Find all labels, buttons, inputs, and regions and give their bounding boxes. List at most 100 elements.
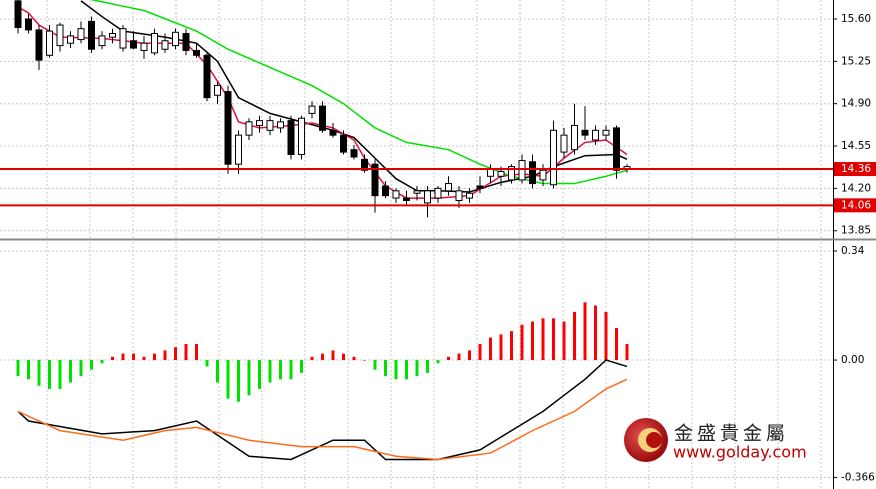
histogram-bar (174, 347, 177, 361)
histogram-bar (79, 360, 83, 377)
candle-body (550, 129, 557, 186)
histogram-bar (552, 318, 555, 361)
histogram-bar (394, 360, 398, 380)
y-tick-label: 15.60 (841, 13, 871, 25)
candle-body (413, 190, 421, 194)
histogram-bar (279, 360, 282, 380)
histogram-bar (405, 360, 408, 380)
histogram-bar (289, 360, 293, 380)
histogram-bar (384, 360, 387, 377)
candle-body (46, 30, 53, 56)
candle-body (224, 91, 232, 165)
candle-body (592, 129, 599, 141)
histogram-bar (594, 305, 597, 361)
candle-body (266, 120, 274, 131)
histogram-bar (489, 337, 492, 361)
level-label: 14.06 (841, 199, 871, 211)
y-tick-label: 13.85 (841, 225, 871, 237)
candle-body (350, 149, 358, 158)
histogram-bar (363, 360, 366, 361)
histogram-bar (310, 356, 314, 361)
y-tick-label: 14.55 (841, 140, 871, 152)
candle-body (77, 28, 85, 41)
candle-body (613, 127, 620, 171)
level-label-box (834, 198, 876, 213)
candle-body (476, 185, 484, 189)
histogram-bar (478, 344, 482, 361)
indicator-line (17, 359, 628, 461)
y-tick-label: 0.00 (841, 354, 864, 366)
histogram-bar (447, 356, 450, 361)
candle-body (382, 185, 389, 197)
histogram-bar (520, 324, 524, 361)
indicator-line (17, 378, 628, 461)
candle-body (277, 121, 284, 129)
histogram-bar (268, 360, 272, 383)
histogram-bar (342, 353, 345, 361)
histogram-bar (195, 344, 198, 361)
histogram-bar (615, 327, 618, 361)
histogram-bar (457, 353, 461, 361)
candle-body (602, 129, 610, 136)
candle-body (424, 190, 431, 204)
candle-body (466, 192, 473, 199)
candle-body (392, 190, 400, 199)
histogram-bar (562, 321, 566, 361)
histogram-bar (583, 302, 587, 361)
candle-body (109, 33, 116, 38)
histogram-bar (226, 360, 230, 399)
histogram-bar (499, 334, 503, 361)
level-label-box (834, 162, 876, 177)
candle-body (319, 105, 326, 131)
histogram-bar (142, 356, 146, 361)
candle-body (245, 121, 253, 136)
histogram-bar (531, 321, 534, 361)
histogram-bar (625, 344, 629, 361)
indicator-line (91, 0, 628, 185)
histogram-bar (216, 360, 219, 383)
y-tick-label: 14.90 (841, 98, 871, 110)
candle-body (371, 163, 379, 197)
logo-core (646, 432, 662, 448)
candle-body (560, 134, 568, 153)
candle-body (487, 168, 494, 177)
candle-body (151, 33, 158, 54)
watermark: 金盛貴金屬 www.golday.com (624, 418, 807, 462)
candle-body (340, 134, 347, 153)
candle-body (455, 190, 463, 201)
candle-body (434, 187, 442, 199)
candle-body (182, 33, 190, 51)
histogram-bar (426, 360, 429, 373)
histogram-bar (16, 360, 20, 377)
histogram-bar (48, 360, 51, 389)
histogram-bar (331, 350, 335, 361)
histogram-bar (132, 353, 135, 361)
histogram-bar (415, 360, 419, 377)
histogram-bar (27, 360, 30, 380)
candle-body (361, 158, 368, 171)
histogram-bar (153, 353, 156, 361)
candle-body (203, 54, 211, 99)
histogram-bar (58, 360, 62, 389)
candle-body (88, 20, 95, 50)
candle-body (287, 120, 295, 156)
y-tick-label: 15.25 (841, 55, 871, 67)
histogram-bar (111, 356, 114, 361)
candle-body (25, 18, 32, 31)
histogram-bar (237, 360, 240, 402)
candle-body (571, 124, 578, 151)
histogram-bar (184, 344, 188, 361)
candle-body (445, 183, 452, 192)
histogram-bar (541, 318, 545, 361)
histogram-bar (205, 360, 209, 367)
y-tick-label: -0.366 (841, 471, 875, 483)
candle-body (140, 42, 148, 51)
candle-body (35, 29, 43, 61)
candle-body (497, 170, 505, 177)
histogram-bar (100, 360, 104, 364)
candle-body (308, 105, 316, 114)
candle-body (235, 134, 242, 165)
candle-body (214, 85, 221, 96)
